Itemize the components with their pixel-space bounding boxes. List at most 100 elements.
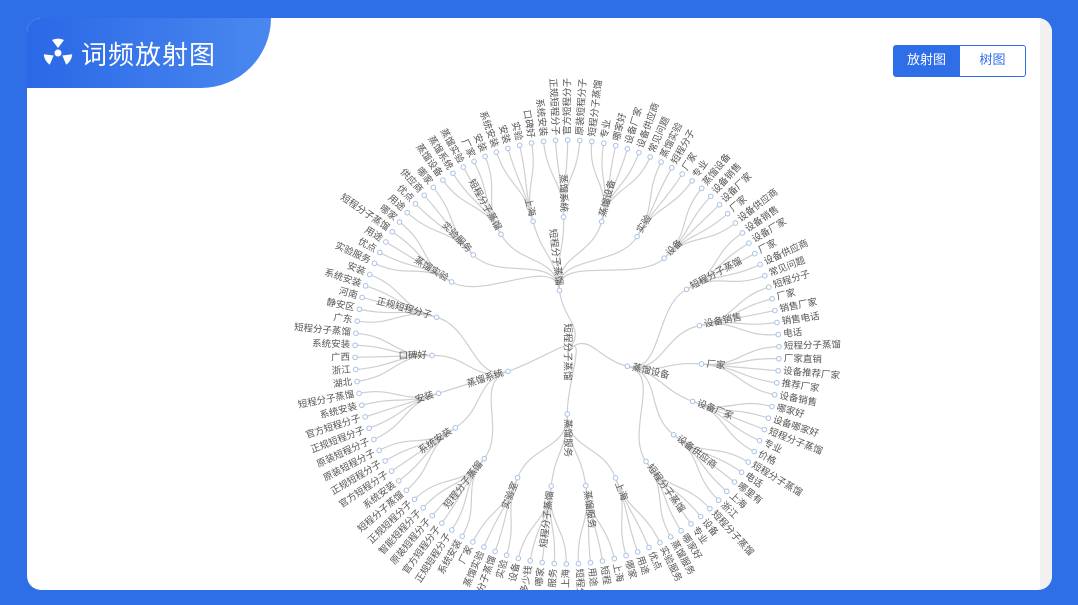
tree-link bbox=[378, 427, 456, 451]
branch-label: 设备厂家 bbox=[695, 397, 735, 422]
branch-label: 设备销售 bbox=[703, 311, 743, 330]
tree-link bbox=[562, 140, 581, 218]
leaf-label: 短程分子蒸馏 bbox=[294, 321, 352, 338]
tree-node bbox=[599, 558, 606, 564]
root-label: 短程分子蒸馏 bbox=[562, 323, 574, 380]
tree-node bbox=[435, 390, 442, 397]
tree-node bbox=[657, 539, 663, 546]
tree-node bbox=[723, 488, 730, 495]
tree-node bbox=[587, 559, 594, 566]
tree-node bbox=[551, 560, 558, 567]
tree-link bbox=[355, 332, 433, 357]
leaf-label: 湖北 bbox=[333, 377, 354, 391]
tree-node bbox=[503, 552, 510, 559]
leaf-label: 设备推荐厂家 bbox=[783, 365, 841, 382]
tree-node bbox=[689, 178, 695, 184]
tree-node bbox=[450, 170, 456, 177]
tree-node bbox=[624, 363, 631, 370]
tree-node bbox=[411, 496, 418, 503]
tree-node bbox=[772, 307, 778, 314]
leaf-label: 实验 bbox=[509, 120, 525, 142]
tree-node bbox=[515, 555, 522, 562]
tree-node bbox=[775, 331, 782, 338]
tree-node bbox=[548, 483, 554, 489]
tree-link bbox=[557, 217, 565, 291]
tree-link bbox=[673, 434, 719, 501]
tree-node bbox=[769, 403, 775, 410]
tree-node bbox=[433, 314, 440, 321]
tree-link bbox=[699, 323, 779, 336]
tree-node bbox=[688, 521, 694, 527]
tree-link bbox=[484, 156, 502, 235]
tree-node bbox=[646, 544, 652, 551]
leaf-label: 短程分子蒸馏 bbox=[784, 339, 841, 352]
tree-node bbox=[353, 330, 359, 336]
tree-node bbox=[388, 468, 395, 474]
tree-node bbox=[683, 286, 690, 293]
branch-label: 短程分子蒸馏 bbox=[441, 459, 485, 511]
tree-link bbox=[645, 461, 672, 538]
tree-node bbox=[527, 557, 533, 564]
leaf-label: 系统安装 bbox=[533, 98, 549, 138]
leaf-label: 官方短程分子 bbox=[561, 77, 573, 135]
tree-node bbox=[775, 368, 781, 374]
branch-label: 上海 bbox=[612, 480, 630, 503]
tree-tab[interactable]: 树图 bbox=[960, 45, 1026, 77]
tree-node bbox=[421, 192, 427, 199]
tree-node bbox=[356, 306, 363, 313]
tree-node bbox=[429, 512, 436, 519]
tree-node bbox=[564, 137, 571, 143]
tree-node bbox=[715, 497, 722, 504]
leaf-label: 专业 bbox=[598, 118, 613, 139]
scrollbar[interactable] bbox=[1040, 18, 1052, 590]
tree-link bbox=[369, 273, 437, 318]
tree-node bbox=[383, 239, 389, 245]
tree-link bbox=[627, 288, 687, 368]
tree-node bbox=[765, 415, 772, 421]
tree-node bbox=[623, 552, 629, 559]
tree-node bbox=[669, 164, 675, 171]
tree-node bbox=[449, 527, 455, 533]
tree-node bbox=[448, 279, 455, 285]
tree-node bbox=[530, 218, 536, 225]
tree-link bbox=[517, 413, 568, 478]
tree-node bbox=[716, 201, 723, 208]
tree-node bbox=[612, 475, 619, 481]
tree-link bbox=[399, 221, 452, 283]
tree-link bbox=[558, 221, 603, 291]
tree-node bbox=[352, 366, 359, 373]
tree-node bbox=[505, 368, 511, 375]
tree-node bbox=[481, 455, 488, 462]
leaf-label: 电话 bbox=[783, 326, 803, 340]
leaf-label: 服务 bbox=[546, 568, 559, 588]
tree-node bbox=[624, 145, 631, 152]
tree-link bbox=[627, 362, 702, 370]
tree-node bbox=[757, 261, 763, 268]
tree-node bbox=[429, 352, 435, 359]
tree-node bbox=[598, 218, 605, 225]
tree-node bbox=[667, 534, 674, 540]
radial-tab[interactable]: 放射图 bbox=[893, 45, 960, 77]
tree-link bbox=[663, 222, 736, 259]
tree-node bbox=[470, 539, 476, 545]
tree-link bbox=[472, 254, 561, 291]
leaf-label: 短程分子 bbox=[573, 568, 587, 590]
tree-node bbox=[766, 284, 772, 290]
tree-node bbox=[412, 200, 419, 207]
tree-node bbox=[738, 469, 745, 476]
leaf-label: 静安区 bbox=[325, 296, 356, 314]
leaf-label: 厂家直销 bbox=[784, 352, 823, 365]
tree-node bbox=[678, 527, 684, 534]
leaf-label: 广西 bbox=[331, 351, 350, 363]
leaf-label: 广东 bbox=[333, 311, 354, 326]
tree-node bbox=[698, 185, 705, 192]
tree-node bbox=[420, 504, 426, 511]
tree-link bbox=[627, 365, 675, 436]
tree-node bbox=[540, 138, 547, 145]
leaf-label: 哪家 bbox=[622, 559, 639, 581]
nodes bbox=[352, 137, 782, 567]
tree-node bbox=[539, 559, 545, 566]
tree-node bbox=[756, 437, 763, 444]
leaf-label: 用途 bbox=[586, 567, 600, 588]
card: 短程分子蒸馏 蒸馏系统 短程分子蒸馏 系统安装 正规短程分子 官方短程分子 原装短程分子 智能… bbox=[27, 18, 1052, 590]
